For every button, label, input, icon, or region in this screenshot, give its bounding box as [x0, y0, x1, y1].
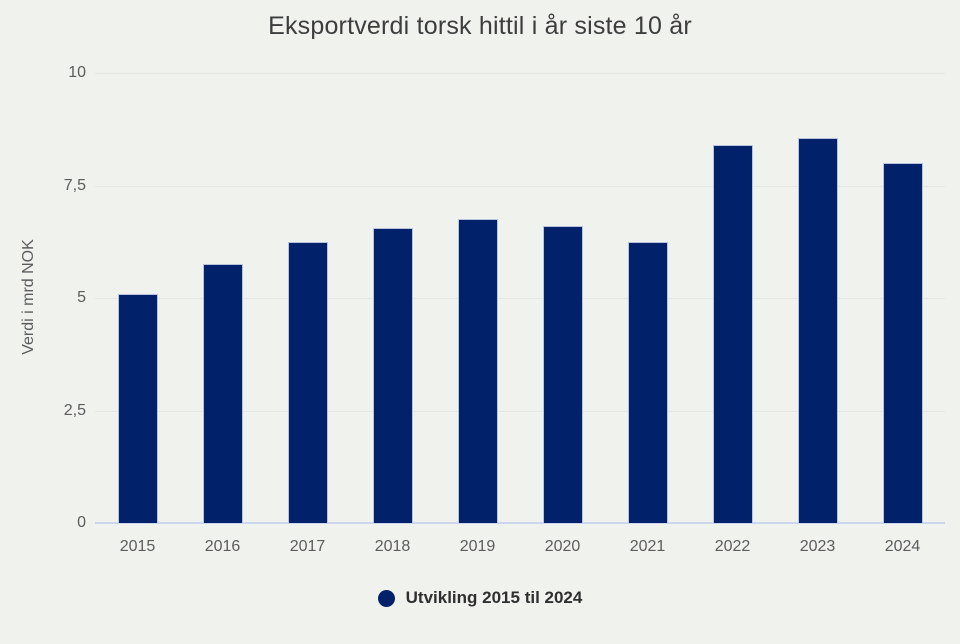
gridline [95, 298, 945, 299]
y-tick-label: 0 [77, 514, 86, 531]
bar-2024 [882, 163, 923, 523]
bar-2023 [797, 138, 838, 523]
bar-2022 [712, 145, 753, 523]
x-axis-label: 2020 [544, 538, 581, 555]
bar-2016 [202, 264, 243, 523]
bar-2019 [457, 219, 498, 523]
y-tick-label: 2,5 [63, 401, 86, 419]
legend[interactable]: Utvikling 2015 til 2024 [0, 588, 960, 608]
x-axis-line [95, 522, 945, 524]
chart-title: Eksportverdi torsk hittil i år siste 10 … [268, 12, 692, 40]
x-axis-label: 2024 [884, 538, 921, 555]
x-axis-label: 2016 [204, 538, 241, 555]
bar-2020 [542, 226, 583, 523]
bar-2018 [372, 228, 413, 523]
legend-circle-icon [377, 589, 395, 607]
x-axis-label: 2015 [119, 538, 156, 555]
x-axis-label: 2018 [374, 538, 411, 555]
gridline [95, 73, 945, 74]
bar-2015 [117, 293, 158, 523]
x-axis-label: 2022 [714, 538, 751, 555]
x-axis-label: 2019 [459, 538, 496, 555]
bar-2017 [287, 241, 328, 523]
legend-label: Utvikling 2015 til 2024 [405, 588, 583, 607]
gridline [95, 410, 945, 412]
y-tick-label: 7,5 [63, 176, 86, 194]
x-axis-label: 2023 [799, 538, 836, 555]
y-tick-label: 5 [77, 289, 86, 306]
x-axis-label: 2021 [629, 538, 666, 555]
x-axis-label: 2017 [289, 538, 326, 555]
y-tick-label: 10 [68, 64, 86, 81]
bar-2021 [627, 241, 668, 523]
gridline [95, 185, 945, 187]
